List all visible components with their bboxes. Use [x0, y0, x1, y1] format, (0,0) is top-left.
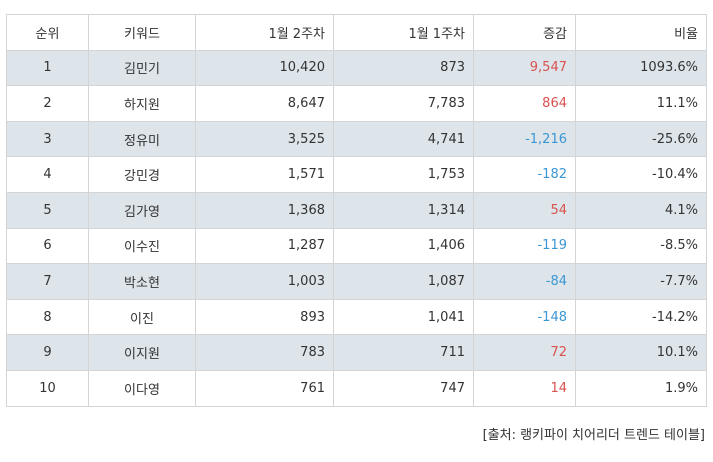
table-cell: 1093.6%	[575, 49, 707, 87]
table-cell: -148	[473, 298, 576, 336]
table-cell: 1.9%	[575, 369, 707, 407]
table-cell: 정유미	[88, 120, 196, 158]
table-cell: 이지원	[88, 334, 196, 371]
table-cell: 1,753	[333, 156, 474, 193]
header-cell: 비율	[575, 14, 707, 51]
table-cell: 10	[6, 369, 89, 407]
table-row: 1 김민기 10,420 873 9,547 1093.6%	[6, 49, 707, 87]
table-cell: 873	[333, 49, 474, 87]
table-cell: 54	[473, 191, 576, 229]
table-row: 10 이다영 761 747 14 1.9%	[6, 369, 707, 407]
table-row: 6 이수진 1,287 1,406 -119 -8.5%	[6, 227, 707, 265]
table-cell: -25.6%	[575, 120, 707, 158]
table-cell: 3,525	[195, 120, 334, 158]
table-cell: 1,368	[195, 191, 334, 229]
table-row: 8 이진 893 1,041 -148 -14.2%	[6, 298, 707, 336]
header-row: 순위 키워드 1월 2주차 1월 1주차 증감 비율	[6, 14, 707, 51]
table-row: 4 강민경 1,571 1,753 -182 -10.4%	[6, 156, 707, 193]
table-cell: 이진	[88, 298, 196, 336]
table-cell: -10.4%	[575, 156, 707, 193]
table-cell: 14	[473, 369, 576, 407]
header-cell: 1월 1주차	[333, 14, 474, 51]
table-cell: 5	[6, 191, 89, 229]
header-cell: 1월 2주차	[195, 14, 334, 51]
table-row: 2 하지원 8,647 7,783 864 11.1%	[6, 85, 707, 122]
table-cell: 이수진	[88, 227, 196, 265]
ranking-table: 순위 키워드 1월 2주차 1월 1주차 증감 비율 1 김민기 10,420 873 9,547…	[6, 14, 707, 407]
table-cell: 1,041	[333, 298, 474, 336]
table-cell: 하지원	[88, 85, 196, 122]
table-cell: 864	[473, 85, 576, 122]
table-cell: 7	[6, 263, 89, 300]
table-cell: 4.1%	[575, 191, 707, 229]
table-cell: -8.5%	[575, 227, 707, 265]
table-row: 7 박소현 1,003 1,087 -84 -7.7%	[6, 263, 707, 300]
table-cell: 11.1%	[575, 85, 707, 122]
table-cell: 893	[195, 298, 334, 336]
table-cell: -1,216	[473, 120, 576, 158]
table-cell: 10,420	[195, 49, 334, 87]
table-cell: 1,003	[195, 263, 334, 300]
table-cell: 10.1%	[575, 334, 707, 371]
table-cell: 747	[333, 369, 474, 407]
table-cell: 9,547	[473, 49, 576, 87]
table-cell: 박소현	[88, 263, 196, 300]
table-cell: -119	[473, 227, 576, 265]
table-row: 9 이지원 783 711 72 10.1%	[6, 334, 707, 371]
table-cell: 2	[6, 85, 89, 122]
table-cell: 1,087	[333, 263, 474, 300]
table-cell: 김민기	[88, 49, 196, 87]
table-cell: 강민경	[88, 156, 196, 193]
table-cell: 4	[6, 156, 89, 193]
table-cell: 761	[195, 369, 334, 407]
table-cell: 72	[473, 334, 576, 371]
table-cell: -182	[473, 156, 576, 193]
table-cell: 1,571	[195, 156, 334, 193]
table-header: 순위 키워드 1월 2주차 1월 1주차 증감 비율	[6, 14, 707, 51]
table-cell: 1,287	[195, 227, 334, 265]
table-cell: 711	[333, 334, 474, 371]
table-cell: 이다영	[88, 369, 196, 407]
table-cell: 1,314	[333, 191, 474, 229]
header-cell: 키워드	[88, 14, 196, 51]
table-cell: 김가영	[88, 191, 196, 229]
table-cell: -14.2%	[575, 298, 707, 336]
table-cell: -7.7%	[575, 263, 707, 300]
table-cell: 4,741	[333, 120, 474, 158]
source-note: [출처: 랭키파이 치어리더 트렌드 테이블]	[482, 428, 705, 443]
table-cell: -84	[473, 263, 576, 300]
table-cell: 7,783	[333, 85, 474, 122]
table-cell: 1,406	[333, 227, 474, 265]
header-cell: 증감	[473, 14, 576, 51]
header-cell: 순위	[6, 14, 89, 51]
table-cell: 6	[6, 227, 89, 265]
table-cell: 1	[6, 49, 89, 87]
table-cell: 8,647	[195, 85, 334, 122]
table-cell: 9	[6, 334, 89, 371]
table-row: 5 김가영 1,368 1,314 54 4.1%	[6, 191, 707, 229]
table-cell: 783	[195, 334, 334, 371]
table-cell: 8	[6, 298, 89, 336]
table-row: 3 정유미 3,525 4,741 -1,216 -25.6%	[6, 120, 707, 158]
table-cell: 3	[6, 120, 89, 158]
table-body: 1 김민기 10,420 873 9,547 1093.6% 2 하지원 8,647 7,783 8…	[6, 49, 707, 407]
